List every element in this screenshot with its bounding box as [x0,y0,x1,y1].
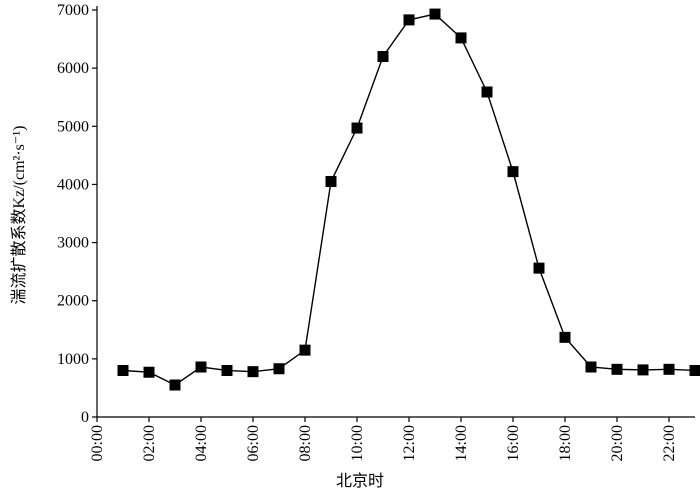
data-point [273,363,285,375]
x-tick-label: 00:00 [89,425,106,461]
data-point [351,122,363,134]
data-point [611,363,623,375]
x-tick-label: 04:00 [193,425,210,461]
y-tick-label: 4000 [57,176,89,193]
data-point [663,363,675,375]
data-point [299,344,311,356]
data-point [325,176,337,188]
data-line [122,13,696,386]
data-point [195,361,207,373]
data-point [117,364,129,376]
x-tick-label: 20:00 [609,425,626,461]
data-point [507,166,519,178]
y-tick-label: 7000 [57,2,89,19]
x-tick-label: 14:00 [453,425,470,461]
data-point [455,32,467,44]
x-axis-label: 北京时 [336,472,384,490]
x-tick-label: 12:00 [401,425,418,461]
y-tick-label: 3000 [57,235,89,252]
x-tick-label: 22:00 [661,425,678,461]
data-point [481,86,493,98]
y-tick-label: 5000 [57,118,89,135]
y-tick-label: 1000 [57,351,89,368]
y-tick-label: 2000 [57,293,89,310]
data-point [429,8,441,20]
x-tick-label: 08:00 [297,425,314,461]
data-point [559,331,571,343]
x-tick-label: 16:00 [505,425,522,461]
data-point [637,364,649,376]
y-axis-label: 湍流扩散系数Kz/(cm²·s⁻¹) [10,126,28,305]
x-tick-label: 02:00 [141,425,158,461]
data-point [247,366,259,378]
data-point [689,364,700,376]
x-tick-label: 06:00 [245,425,262,461]
y-tick-label: 0 [81,409,89,426]
x-tick-label: 10:00 [349,425,366,461]
data-point [377,51,389,63]
data-point [221,364,233,376]
data-point [143,366,155,378]
data-point [169,379,181,391]
x-tick-label: 18:00 [557,425,574,461]
data-point [585,361,597,373]
data-point [533,262,545,274]
y-tick-label: 6000 [57,60,89,77]
data-point [403,14,415,26]
